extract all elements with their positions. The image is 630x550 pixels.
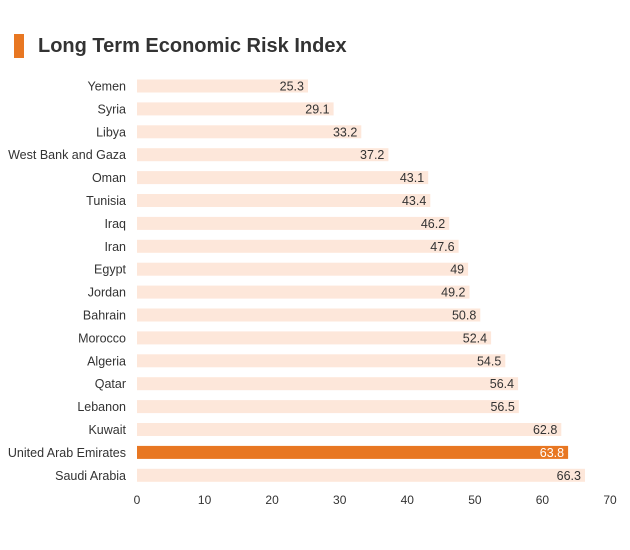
category-label-kuwait: Kuwait [88, 423, 126, 437]
category-label-egypt: Egypt [94, 263, 126, 277]
bar-lebanon [137, 400, 519, 414]
category-label-saudi-arabia: Saudi Arabia [55, 469, 126, 483]
bar-iran [137, 239, 459, 253]
bar-yemen [137, 79, 308, 93]
category-label-morocco: Morocco [78, 331, 126, 345]
category-label-tunisia: Tunisia [86, 194, 126, 208]
bar-tunisia [137, 194, 431, 207]
bar-west-bank-and-gaza [137, 148, 389, 162]
category-label-algeria: Algeria [87, 354, 126, 368]
x-tick-label-20: 20 [265, 493, 279, 507]
category-label-qatar: Qatar [95, 377, 126, 391]
bar-libya [137, 125, 362, 139]
bar-kuwait [137, 423, 562, 436]
value-label-tunisia: 43.4 [402, 194, 426, 208]
category-label-lebanon: Lebanon [77, 400, 126, 414]
bar-syria [137, 102, 334, 116]
bar-united-arab-emirates [137, 445, 569, 459]
value-label-syria: 29.1 [305, 102, 329, 116]
bar-morocco [137, 331, 492, 345]
bar-qatar [137, 377, 519, 391]
value-label-libya: 33.2 [333, 125, 357, 139]
category-label-united-arab-emirates: United Arab Emirates [8, 446, 126, 460]
value-label-algeria: 54.5 [477, 354, 501, 368]
bar-jordan [137, 285, 470, 299]
title-accent-bar [14, 34, 24, 58]
x-tick-label-70: 70 [603, 493, 617, 507]
x-tick-label-0: 0 [134, 493, 141, 507]
bar-oman [137, 171, 429, 185]
chart-title-block: Long Term Economic Risk Index [14, 34, 347, 58]
category-label-west-bank-and-gaza: West Bank and Gaza [8, 148, 126, 162]
bar-egypt [137, 262, 469, 276]
value-label-oman: 43.1 [400, 171, 424, 185]
value-label-jordan: 49.2 [441, 286, 465, 300]
value-label-united-arab-emirates: 63.8 [540, 446, 564, 460]
x-tick-label-30: 30 [333, 493, 347, 507]
category-label-oman: Oman [92, 171, 126, 185]
category-label-iran: Iran [104, 240, 126, 254]
value-label-egypt: 49 [450, 263, 464, 277]
x-tick-label-40: 40 [401, 493, 415, 507]
category-label-libya: Libya [96, 125, 126, 139]
x-tick-label-10: 10 [198, 493, 212, 507]
category-label-jordan: Jordan [88, 286, 126, 300]
value-label-iran: 47.6 [430, 240, 454, 254]
category-label-yemen: Yemen [88, 80, 127, 94]
x-tick-label-50: 50 [468, 493, 482, 507]
x-tick-label-60: 60 [536, 493, 550, 507]
chart-title: Long Term Economic Risk Index [38, 34, 347, 57]
bar-bahrain [137, 308, 481, 322]
value-label-morocco: 52.4 [463, 331, 487, 345]
category-label-bahrain: Bahrain [83, 309, 126, 323]
category-label-iraq: Iraq [104, 217, 126, 231]
value-label-lebanon: 56.5 [490, 400, 514, 414]
category-label-syria: Syria [98, 102, 127, 116]
bar-algeria [137, 354, 506, 368]
value-label-yemen: 25.3 [280, 80, 304, 94]
value-label-iraq: 46.2 [421, 217, 445, 231]
value-label-saudi-arabia: 66.3 [557, 469, 581, 483]
bar-iraq [137, 216, 450, 230]
value-label-qatar: 56.4 [490, 377, 514, 391]
value-label-bahrain: 50.8 [452, 309, 476, 323]
value-label-west-bank-and-gaza: 37.2 [360, 148, 384, 162]
bar-saudi-arabia [137, 468, 585, 482]
value-label-kuwait: 62.8 [533, 423, 557, 437]
